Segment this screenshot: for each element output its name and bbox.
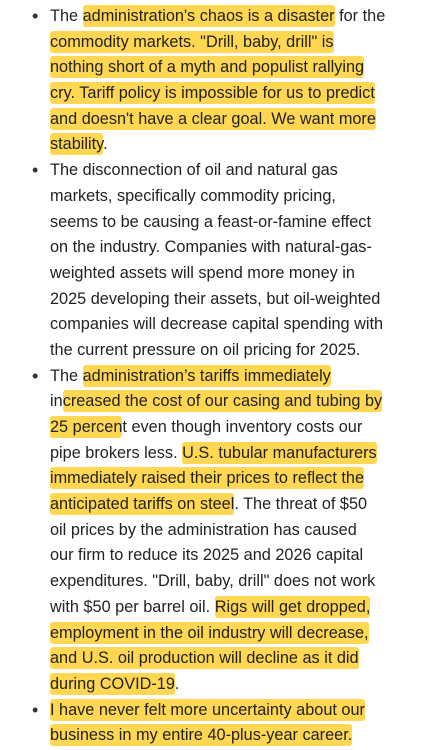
text-line: and doesn't have a clear goal. We want m… bbox=[50, 107, 437, 133]
text-line: during COVID-19. bbox=[50, 672, 437, 698]
text-line: 25 percent even though inventory costs o… bbox=[50, 415, 437, 441]
text-line: our firm to reduce its 2025 and 2026 cap… bbox=[50, 543, 437, 569]
text: . The threat of $50 bbox=[234, 495, 368, 514]
text: oil prices by the administration has cau… bbox=[50, 520, 357, 539]
text-line: The disconnection of oil and natural gas bbox=[50, 158, 437, 184]
highlighted-text: employment in the oil industry will decr… bbox=[50, 621, 369, 644]
highlighted-text: Rigs will get dropped, bbox=[214, 595, 371, 618]
text: . bbox=[174, 674, 180, 693]
highlighted-text: stability bbox=[50, 133, 104, 156]
highlighted-text: during COVID-19 bbox=[50, 672, 175, 695]
text: The bbox=[50, 7, 83, 25]
text-line: pipe brokers less. U.S. tubular manufact… bbox=[50, 441, 437, 467]
text-line: cry. Tariff policy is impossible for us … bbox=[50, 81, 437, 107]
highlighted-text: commodity markets. "Drill, baby, drill" … bbox=[50, 30, 334, 53]
highlighted-text: creased the cost of our casing and tubin… bbox=[62, 390, 383, 413]
text-line: employment in the oil industry will decr… bbox=[50, 621, 437, 647]
bullet-item: I have never felt more uncertainty about… bbox=[0, 698, 437, 749]
bullet-item: The disconnection of oil and natural gas… bbox=[0, 158, 437, 364]
text-line: on the industry. Companies with natural-… bbox=[50, 235, 437, 261]
text-line: The administration’s tariffs immediately bbox=[50, 364, 437, 390]
highlighted-text: and doesn't have a clear goal. We want m… bbox=[50, 107, 376, 130]
text-line: companies will decrease capital spending… bbox=[50, 312, 437, 338]
text: expenditures. "Drill, baby, drill" does … bbox=[50, 572, 376, 591]
highlighted-text: administration’s tariffs immediately bbox=[82, 364, 331, 387]
text-line: expenditures. "Drill, baby, drill" does … bbox=[50, 569, 437, 595]
text-line: oil prices by the administration has cau… bbox=[50, 518, 437, 544]
text: with $50 per barrel oil. bbox=[50, 597, 215, 616]
text-line: I have never felt more uncertainty about… bbox=[50, 698, 437, 724]
text-line: markets, specifically commodity pricing, bbox=[50, 184, 437, 210]
text: The bbox=[50, 366, 83, 385]
text: for the bbox=[334, 7, 386, 25]
text: markets, specifically commodity pricing, bbox=[50, 186, 336, 205]
text: our firm to reduce its 2025 and 2026 cap… bbox=[50, 546, 364, 565]
highlighted-text: anticipated tariffs on steel bbox=[50, 493, 235, 516]
highlighted-text: business in my entire 40-plus-year caree… bbox=[50, 724, 353, 747]
text: The disconnection of oil and natural gas bbox=[50, 161, 338, 180]
text: on the industry. Companies with natural-… bbox=[50, 238, 372, 257]
text: weighted assets will spend more money in bbox=[50, 263, 355, 282]
text: . bbox=[103, 135, 108, 154]
text-line: immediately raised their prices to refle… bbox=[50, 466, 437, 492]
text-line: seems to be causing a feast-or-famine ef… bbox=[50, 210, 437, 236]
text-line: with $50 per barrel oil. Rigs will get d… bbox=[50, 595, 437, 621]
text: pipe brokers less. bbox=[50, 443, 183, 462]
text-line: The administration's chaos is a disaster… bbox=[50, 4, 437, 30]
highlighted-text: immediately raised their prices to refle… bbox=[50, 467, 364, 490]
text: the current pressure on oil pricing for … bbox=[50, 340, 361, 359]
text-line: increased the cost of our casing and tub… bbox=[50, 389, 437, 415]
bullet-item: The administration's chaos is a disaster… bbox=[0, 4, 437, 158]
text: seems to be causing a feast-or-famine ef… bbox=[50, 212, 371, 231]
text-line: anticipated tariffs on steel. The threat… bbox=[50, 492, 437, 518]
text-line: business in my entire 40-plus-year caree… bbox=[50, 723, 437, 749]
highlighted-text: administration's chaos is a disaster bbox=[82, 5, 335, 27]
highlighted-text: I have never felt more uncertainty about… bbox=[50, 698, 365, 721]
text-line: 2025 developing their assets, but oil-we… bbox=[50, 287, 437, 313]
text-line: commodity markets. "Drill, baby, drill" … bbox=[50, 30, 437, 56]
text-line: weighted assets will spend more money in bbox=[50, 261, 437, 287]
text: t even though inventory costs our bbox=[122, 418, 363, 436]
highlighted-text: U.S. tubular manufacturers bbox=[182, 441, 377, 464]
text: companies will decrease capital spending… bbox=[50, 315, 384, 334]
text-line: stability. bbox=[50, 132, 437, 158]
text-line: nothing short of a myth and populist ral… bbox=[50, 55, 437, 81]
highlighted-text: 25 percen bbox=[50, 416, 123, 438]
bullet-item: The administration’s tariffs immediately… bbox=[0, 364, 437, 698]
text: in bbox=[50, 392, 63, 411]
highlighted-text: cry. Tariff policy is impossible for us … bbox=[50, 82, 375, 105]
text-line: the current pressure on oil pricing for … bbox=[50, 338, 437, 364]
text: 2025 developing their assets, but oil-we… bbox=[50, 289, 381, 308]
highlighted-text: nothing short of a myth and populist ral… bbox=[50, 56, 365, 79]
text-line: and U.S. oil production will decline as … bbox=[50, 646, 437, 672]
highlighted-text: and U.S. oil production will decline as … bbox=[50, 647, 359, 670]
